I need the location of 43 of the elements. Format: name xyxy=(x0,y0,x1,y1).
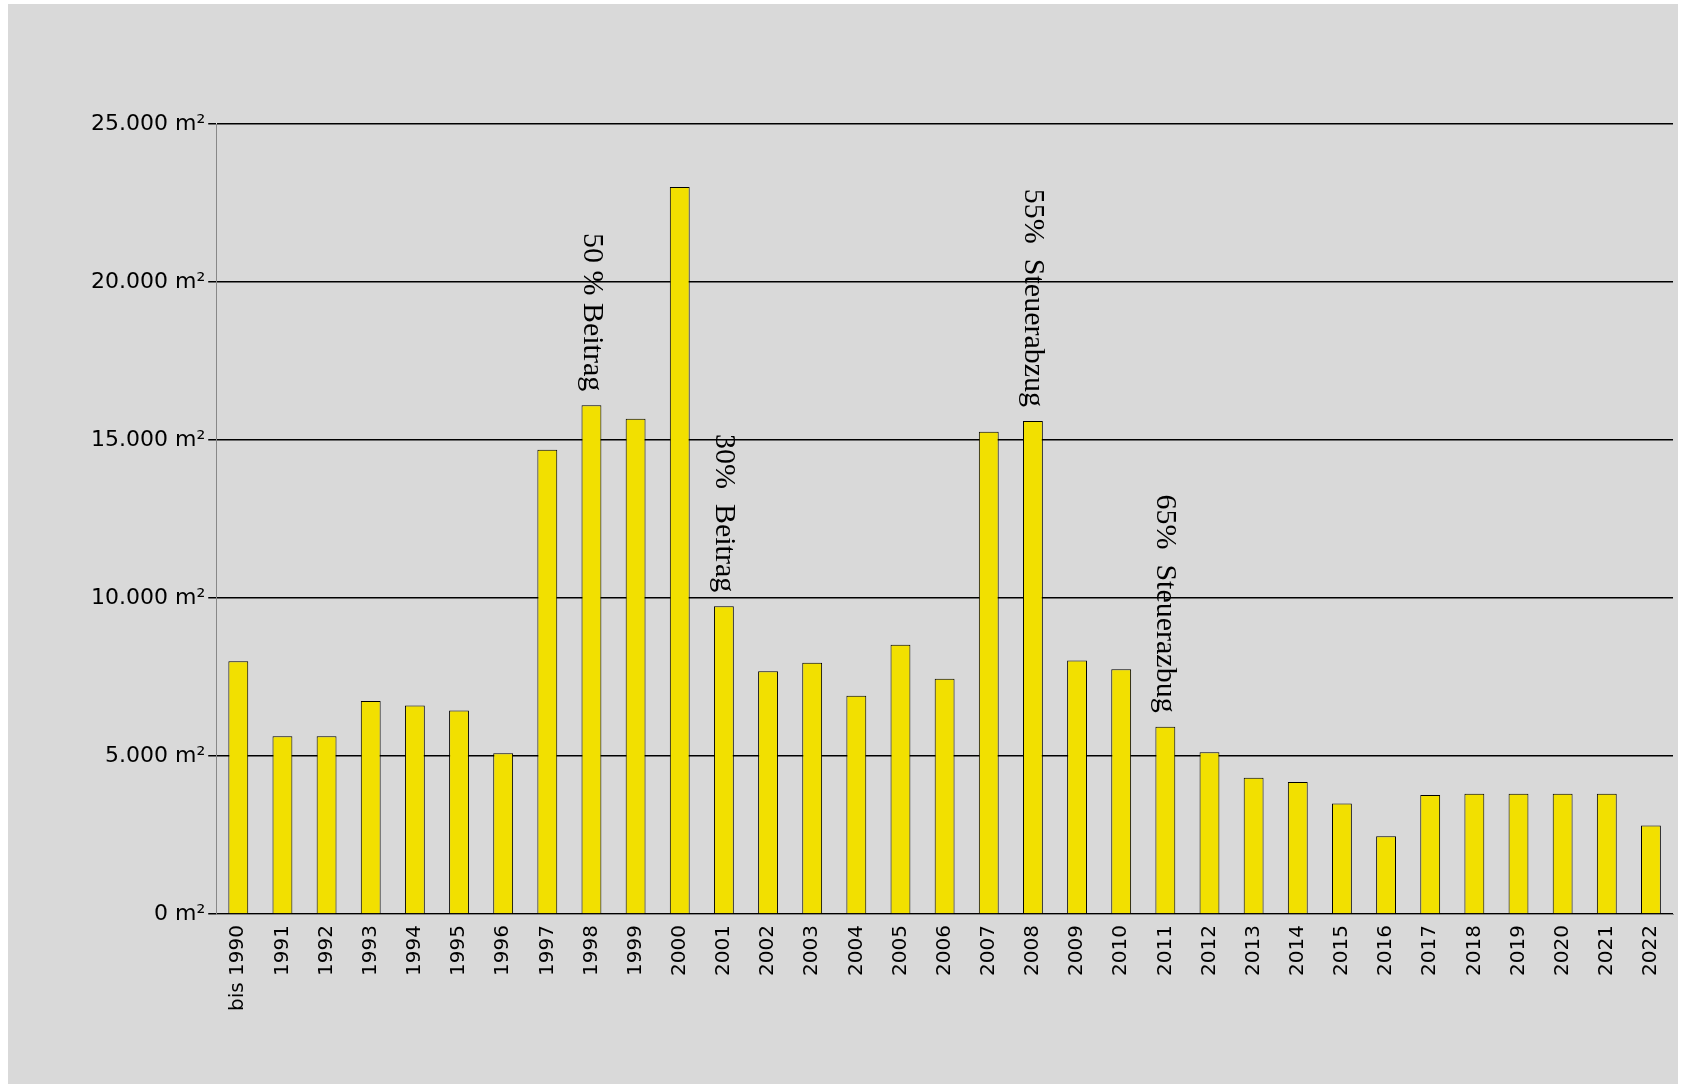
x-tick-label: 2020 xyxy=(1548,925,1573,976)
x-tick-label: 1999 xyxy=(621,925,646,976)
x-tick-label: 1991 xyxy=(268,925,293,976)
annotation: 30% Beitrag xyxy=(710,433,744,593)
x-tick-label: 2006 xyxy=(930,925,955,976)
x-tick-label: 2007 xyxy=(974,925,999,976)
y-tick-label: 15.000 m² xyxy=(90,425,206,451)
x-tick-label: 2008 xyxy=(1019,925,1044,976)
x-tick-label: 1997 xyxy=(533,925,558,976)
x-tick-label: 1998 xyxy=(577,925,602,976)
x-tick-label: bis 1990 xyxy=(224,925,249,1012)
y-tick-label: 25.000 m² xyxy=(90,109,206,135)
annotation: 65% Steuerazbug xyxy=(1151,494,1185,713)
x-tick-label: 2012 xyxy=(1195,925,1220,976)
x-tick-label: 2016 xyxy=(1372,925,1397,976)
x-tick-label: 1992 xyxy=(312,925,337,976)
x-tick-label: 2014 xyxy=(1283,925,1308,976)
y-tick-label: 20.000 m² xyxy=(90,267,206,293)
x-tick-label: 1995 xyxy=(445,925,470,976)
annotation: 50 % Beitrag xyxy=(577,232,611,392)
y-tick-label: 0 m² xyxy=(153,899,206,925)
x-tick-label: 2019 xyxy=(1504,925,1529,976)
x-tick-label: 2003 xyxy=(798,925,823,976)
x-tick-label: 1996 xyxy=(489,925,514,976)
y-tick-label: 10.000 m² xyxy=(90,583,206,609)
x-tick-label: 2010 xyxy=(1107,925,1132,976)
x-tick-label: 2000 xyxy=(665,925,690,976)
x-tick-label: 2022 xyxy=(1637,925,1662,976)
x-tick-label: 2001 xyxy=(710,925,735,976)
x-tick-label: 2021 xyxy=(1593,925,1617,976)
x-tick-label: 2013 xyxy=(1239,925,1264,976)
x-tick-label: 2015 xyxy=(1328,925,1353,976)
x-tick-label: 2002 xyxy=(754,925,779,976)
x-tick-label: 2017 xyxy=(1416,925,1441,976)
y-tick-label: 5.000 m² xyxy=(104,741,206,767)
x-tick-label: 2011 xyxy=(1151,925,1176,976)
x-tick-label: 1994 xyxy=(401,925,426,976)
x-tick-label: 2009 xyxy=(1063,925,1088,976)
x-tick-label: 2005 xyxy=(886,925,911,976)
x-tick-label: 2004 xyxy=(842,925,867,976)
x-tick-label: 1993 xyxy=(356,925,381,976)
x-tick-label: 2018 xyxy=(1460,925,1485,976)
annotation: 55% Steuerabzug xyxy=(1019,188,1053,408)
